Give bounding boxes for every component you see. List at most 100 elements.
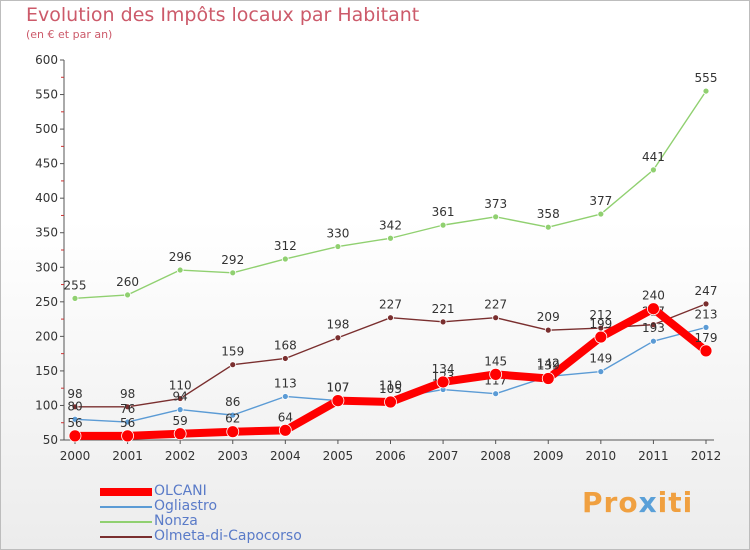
y-tick-label: 250 — [35, 295, 58, 309]
data-label-olcani: 107 — [326, 381, 349, 395]
data-label-nonza: 260 — [116, 275, 139, 289]
data-label-olcani: 240 — [642, 289, 665, 303]
data-label-olcani: 56 — [120, 416, 135, 430]
data-label-nonza: 441 — [642, 150, 665, 164]
x-tick-label: 2002 — [165, 449, 196, 463]
chart-title: Evolution des Impôts locaux par Habitant — [26, 4, 420, 26]
x-tick-label: 2004 — [270, 449, 301, 463]
data-point-ogliastro — [229, 411, 237, 419]
data-point-olcani — [699, 344, 713, 358]
data-point-olmeta-di-capocorso — [387, 314, 394, 322]
data-point-olcani — [173, 427, 187, 441]
data-label-ogliastro: 94 — [173, 390, 188, 404]
x-tick-label: 2003 — [217, 449, 248, 463]
legend-item-ogliastro: Ogliastro — [100, 499, 302, 514]
data-point-olcani — [278, 423, 292, 437]
data-label-olmeta-di-capocorso: 221 — [432, 302, 455, 316]
data-point-nonza — [124, 291, 131, 299]
legend-item-nonza: Nonza — [100, 514, 302, 529]
data-point-olcani — [384, 395, 397, 409]
legend-swatch-olmeta-di-capocorso — [100, 535, 152, 538]
legend-item-olcani: OLCANI — [100, 484, 302, 499]
data-point-nonza — [387, 234, 394, 242]
data-point-ogliastro — [702, 323, 710, 331]
data-label-ogliastro: 213 — [695, 307, 718, 321]
data-label-nonza: 296 — [169, 250, 192, 264]
x-tick-label: 2006 — [375, 449, 406, 463]
data-label-olcani: 199 — [589, 317, 612, 331]
x-tick-label: 2011 — [638, 449, 669, 463]
data-label-olcani: 134 — [432, 362, 455, 376]
data-point-olmeta-di-capocorso — [439, 318, 447, 326]
data-label-olmeta-di-capocorso: 247 — [695, 284, 718, 298]
data-point-olmeta-di-capocorso — [176, 395, 184, 402]
data-point-ogliastro — [597, 368, 605, 376]
data-label-olmeta-di-capocorso: 198 — [326, 318, 349, 332]
data-label-nonza: 330 — [326, 227, 349, 241]
data-point-olcani — [489, 367, 503, 381]
data-label-ogliastro: 80 — [67, 399, 82, 413]
data-label-olcani: 139 — [537, 359, 560, 373]
x-tick-label: 2010 — [586, 449, 617, 463]
data-label-olmeta-di-capocorso: 110 — [169, 379, 192, 393]
data-label-nonza: 312 — [274, 239, 297, 253]
data-point-olcani — [68, 429, 82, 443]
data-label-ogliastro: 149 — [589, 352, 612, 366]
y-tick-label: 50 — [43, 433, 58, 447]
x-tick-label: 2000 — [60, 449, 91, 463]
data-point-olmeta-di-capocorso — [702, 300, 710, 308]
data-label-ogliastro: 110 — [379, 379, 402, 393]
data-label-ogliastro: 142 — [537, 356, 560, 370]
data-point-olmeta-di-capocorso — [544, 326, 552, 334]
data-point-nonza — [281, 255, 289, 263]
data-point-nonza — [229, 269, 237, 277]
data-point-olmeta-di-capocorso — [71, 403, 79, 411]
data-point-ogliastro — [281, 393, 289, 400]
data-label-olmeta-di-capocorso: 227 — [484, 298, 507, 312]
data-point-olmeta-di-capocorso — [281, 355, 289, 362]
y-tick-label: 200 — [35, 329, 58, 343]
data-label-ogliastro: 86 — [225, 395, 240, 409]
x-tick-label: 2007 — [428, 449, 459, 463]
y-tick-label: 400 — [35, 191, 58, 205]
data-label-olmeta-di-capocorso: 227 — [379, 298, 402, 312]
chart-legend: OLCANI Ogliastro Nonza Olmeta-di-Capocorso — [100, 484, 302, 544]
data-point-nonza — [176, 266, 184, 274]
data-point-olcani — [594, 330, 608, 344]
y-tick-label: 300 — [35, 260, 58, 274]
data-label-olcani: 56 — [67, 416, 82, 430]
data-point-nonza — [650, 166, 657, 174]
data-label-nonza: 292 — [221, 253, 244, 267]
legend-label-olmeta-di-capocorso: Olmeta-di-Capocorso — [154, 528, 302, 544]
data-label-olmeta-di-capocorso: 212 — [589, 308, 612, 322]
data-point-nonza — [439, 221, 447, 229]
data-label-ogliastro: 193 — [642, 321, 665, 335]
legend-item-olmeta-di-capocorso: Olmeta-di-Capocorso — [100, 529, 302, 544]
data-label-nonza: 358 — [537, 207, 560, 221]
legend-label-olcani: OLCANI — [154, 483, 207, 499]
data-label-olcani: 64 — [278, 410, 293, 424]
y-tick-label: 450 — [35, 157, 58, 171]
data-point-nonza — [597, 210, 605, 218]
data-label-olcani: 145 — [484, 354, 507, 368]
data-label-nonza: 342 — [379, 218, 402, 232]
y-tick-label: 550 — [35, 88, 58, 102]
data-point-ogliastro — [124, 418, 131, 426]
data-point-nonza — [702, 87, 710, 95]
x-tick-label: 2008 — [480, 449, 511, 463]
data-point-nonza — [71, 294, 79, 302]
data-point-olmeta-di-capocorso — [492, 314, 500, 322]
x-tick-label: 2001 — [112, 449, 143, 463]
data-label-nonza: 377 — [589, 194, 612, 208]
data-point-olmeta-di-capocorso — [334, 334, 342, 342]
data-point-olmeta-di-capocorso — [650, 321, 657, 329]
data-label-olcani: 105 — [379, 382, 402, 396]
data-point-ogliastro — [71, 415, 79, 423]
data-point-nonza — [492, 213, 500, 221]
proxiti-logo: Proxiti — [582, 486, 694, 519]
data-label-ogliastro: 76 — [120, 402, 135, 416]
data-label-olmeta-di-capocorso: 98 — [120, 387, 135, 401]
data-label-olcani: 59 — [173, 414, 188, 428]
data-point-olmeta-di-capocorso — [124, 403, 131, 411]
